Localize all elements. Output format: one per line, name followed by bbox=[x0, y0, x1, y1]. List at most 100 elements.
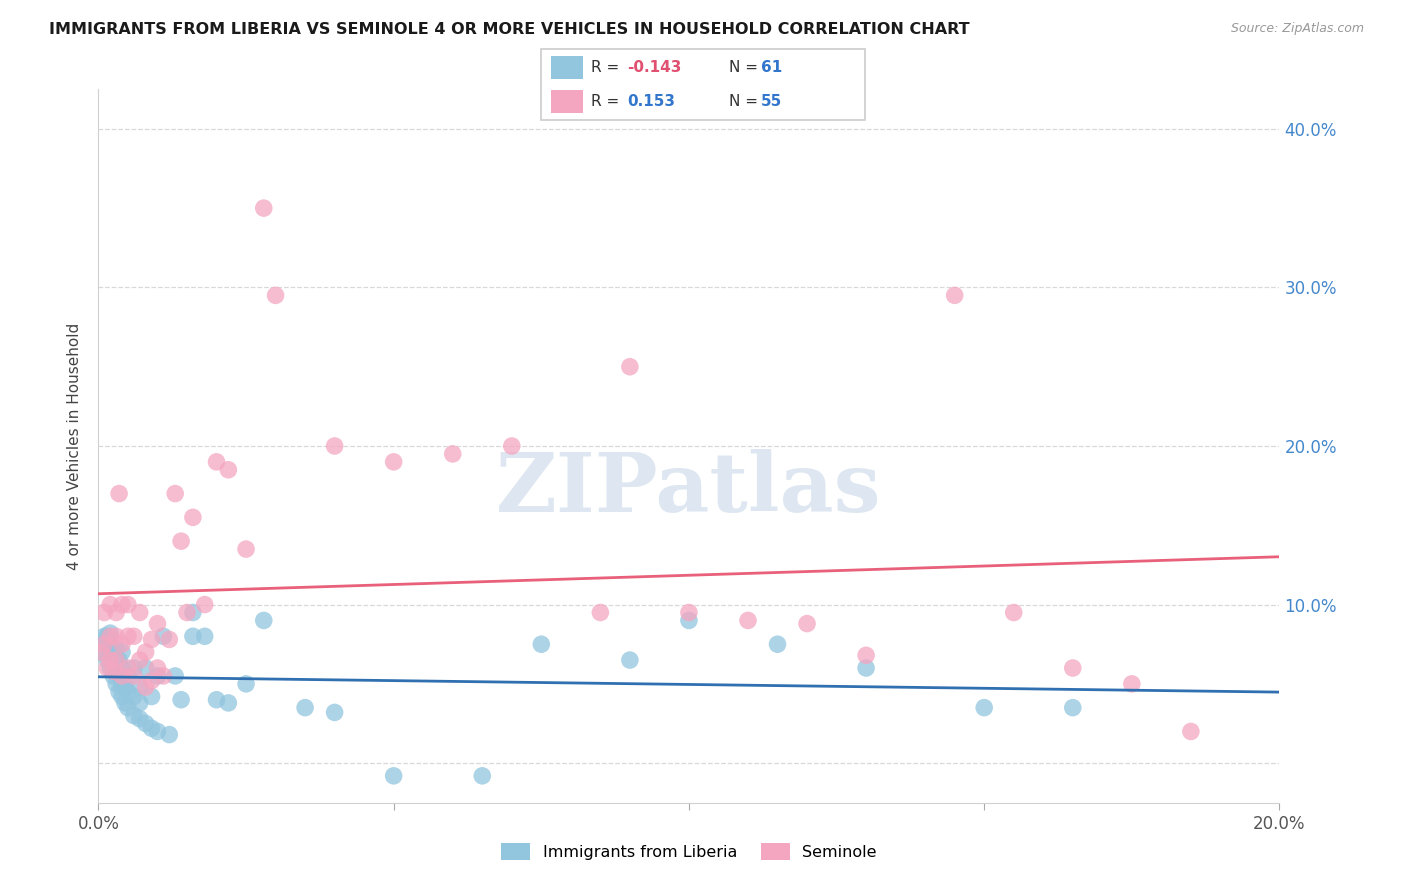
Point bbox=[135, 716, 157, 731]
Point bbox=[122, 690, 145, 704]
Point bbox=[194, 629, 217, 643]
Point bbox=[98, 661, 121, 675]
Point bbox=[181, 606, 204, 620]
Point bbox=[441, 447, 464, 461]
Point bbox=[181, 629, 204, 643]
Point bbox=[181, 510, 204, 524]
Point bbox=[678, 606, 700, 620]
Point bbox=[96, 653, 118, 667]
Point bbox=[530, 637, 553, 651]
Point bbox=[108, 653, 131, 667]
Point bbox=[117, 629, 139, 643]
Point bbox=[855, 661, 877, 675]
Point bbox=[128, 680, 150, 694]
Point bbox=[170, 534, 193, 549]
Point bbox=[122, 708, 145, 723]
Text: Source: ZipAtlas.com: Source: ZipAtlas.com bbox=[1230, 22, 1364, 36]
Text: N =: N = bbox=[728, 60, 762, 75]
Point bbox=[294, 700, 316, 714]
Point bbox=[98, 626, 121, 640]
Point bbox=[146, 661, 169, 675]
Point bbox=[108, 669, 131, 683]
Point bbox=[117, 661, 139, 675]
Point bbox=[194, 598, 217, 612]
Text: 61: 61 bbox=[761, 60, 783, 75]
Point bbox=[117, 700, 139, 714]
Point bbox=[1062, 700, 1084, 714]
Text: ZIPatlas: ZIPatlas bbox=[496, 449, 882, 529]
FancyBboxPatch shape bbox=[541, 49, 865, 120]
Point bbox=[103, 669, 125, 683]
Point bbox=[111, 598, 134, 612]
Point bbox=[170, 692, 193, 706]
Point bbox=[165, 669, 187, 683]
Point bbox=[678, 614, 700, 628]
Point bbox=[103, 664, 125, 678]
Point bbox=[501, 439, 523, 453]
Point bbox=[323, 706, 346, 720]
Point bbox=[382, 455, 405, 469]
Point bbox=[1062, 661, 1084, 675]
Point bbox=[93, 637, 115, 651]
Point bbox=[766, 637, 789, 651]
Point bbox=[98, 653, 121, 667]
Point bbox=[117, 669, 139, 683]
Point bbox=[122, 669, 145, 683]
FancyBboxPatch shape bbox=[551, 56, 583, 79]
Point bbox=[93, 637, 115, 651]
Point bbox=[973, 700, 995, 714]
Point bbox=[253, 614, 276, 628]
Point bbox=[217, 696, 239, 710]
Point bbox=[1121, 677, 1143, 691]
Point bbox=[141, 673, 163, 688]
Point bbox=[141, 690, 163, 704]
Text: R =: R = bbox=[592, 60, 624, 75]
Point bbox=[111, 669, 134, 683]
Point bbox=[90, 645, 112, 659]
Point bbox=[253, 201, 276, 215]
Text: R =: R = bbox=[592, 95, 624, 110]
Point bbox=[103, 645, 125, 659]
Point bbox=[96, 661, 118, 675]
Point bbox=[737, 614, 759, 628]
Point bbox=[855, 648, 877, 663]
Point bbox=[90, 645, 112, 659]
Point bbox=[141, 632, 163, 647]
Point bbox=[205, 455, 228, 469]
Point bbox=[128, 653, 150, 667]
Point bbox=[114, 696, 136, 710]
Point bbox=[122, 629, 145, 643]
Point bbox=[105, 664, 128, 678]
Point bbox=[619, 653, 641, 667]
Point bbox=[382, 769, 405, 783]
Point bbox=[128, 696, 150, 710]
Point bbox=[111, 645, 134, 659]
Point bbox=[128, 606, 150, 620]
Y-axis label: 4 or more Vehicles in Household: 4 or more Vehicles in Household bbox=[67, 322, 83, 570]
Point bbox=[128, 712, 150, 726]
Point bbox=[235, 677, 257, 691]
Point bbox=[235, 542, 257, 557]
Point bbox=[217, 463, 239, 477]
Point bbox=[146, 724, 169, 739]
Point bbox=[114, 680, 136, 694]
Point bbox=[108, 685, 131, 699]
Point bbox=[943, 288, 966, 302]
Point bbox=[98, 637, 121, 651]
Point bbox=[93, 629, 115, 643]
Point bbox=[105, 606, 128, 620]
Point bbox=[135, 645, 157, 659]
Point bbox=[122, 661, 145, 675]
Point bbox=[146, 616, 169, 631]
Point bbox=[152, 629, 174, 643]
Point bbox=[98, 629, 121, 643]
Point bbox=[135, 661, 157, 675]
Text: N =: N = bbox=[728, 95, 762, 110]
Point bbox=[117, 598, 139, 612]
Point bbox=[117, 685, 139, 699]
Text: -0.143: -0.143 bbox=[627, 60, 682, 75]
Point bbox=[105, 653, 128, 667]
Point bbox=[471, 769, 494, 783]
Legend: Immigrants from Liberia, Seminole: Immigrants from Liberia, Seminole bbox=[495, 837, 883, 866]
Point bbox=[205, 692, 228, 706]
